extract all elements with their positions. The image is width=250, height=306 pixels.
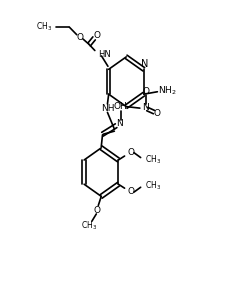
Text: O: O [142,87,150,96]
Text: $\mathsf{CH_3}$: $\mathsf{CH_3}$ [145,180,161,192]
Text: HN: HN [98,50,111,59]
Text: $\mathsf{CH_3}$: $\mathsf{CH_3}$ [36,21,52,33]
Text: O: O [128,148,135,157]
Text: $\mathsf{CH_3}$: $\mathsf{CH_3}$ [145,154,161,166]
Text: N: N [141,59,148,69]
Text: OH: OH [114,103,128,111]
Text: O: O [76,33,84,42]
Text: O: O [94,32,100,40]
Text: O: O [154,109,161,118]
Text: O: O [93,206,100,215]
Text: NH: NH [101,104,114,113]
Text: $\mathsf{CH_3}$: $\mathsf{CH_3}$ [81,219,98,232]
Text: $\mathsf{NH_2}$: $\mathsf{NH_2}$ [158,84,177,97]
Text: O: O [128,187,135,196]
Text: N: N [142,103,149,112]
Text: N: N [116,119,123,128]
